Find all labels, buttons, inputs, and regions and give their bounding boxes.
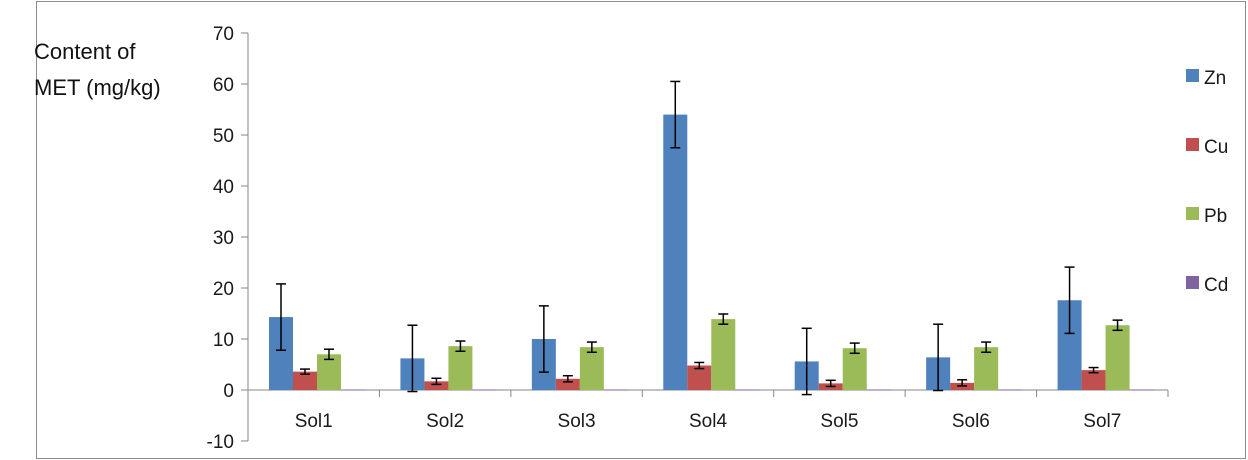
- bar-pb: [974, 347, 999, 390]
- y-tick-label: 10: [213, 330, 234, 351]
- legend-swatch-zn: [1186, 69, 1199, 82]
- bar-pb: [579, 347, 604, 390]
- legend-label-cu: Cu: [1204, 137, 1228, 158]
- bar-cd: [735, 389, 760, 391]
- bar-cd: [472, 389, 497, 391]
- bar-zn: [663, 114, 688, 390]
- y-tick-label: 50: [213, 126, 234, 147]
- bar-cu: [424, 381, 449, 390]
- bar-pb: [842, 348, 867, 390]
- bar-pb: [1105, 325, 1130, 390]
- bar-pb: [711, 319, 736, 390]
- bar-cd: [603, 389, 628, 391]
- bars-group: [269, 114, 1154, 391]
- bar-pb: [448, 346, 473, 390]
- bar-cd: [998, 389, 1023, 391]
- x-tick-label: Sol3: [558, 411, 596, 432]
- y-tick-label: -10: [207, 432, 234, 453]
- x-tick-label: Sol7: [1083, 411, 1121, 432]
- x-tick-label: Sol2: [426, 411, 464, 432]
- bar-cd: [341, 389, 365, 391]
- y-axis-label-line-2: MET (mg/kg): [34, 75, 161, 100]
- bar-pb: [317, 354, 341, 390]
- bar-cu: [687, 365, 712, 390]
- y-tick-label: 70: [213, 24, 234, 45]
- y-tick-label: 0: [223, 381, 234, 402]
- legend-label-cd: Cd: [1204, 275, 1228, 296]
- legend: Zn Cu Pb Cd: [1186, 68, 1228, 296]
- y-axis-label: Content of MET (mg/kg): [34, 34, 161, 106]
- x-tick-label: Sol5: [820, 411, 858, 432]
- y-axis-label-line-1: Content of: [34, 39, 136, 64]
- bar-cd: [1129, 389, 1154, 391]
- legend-label-pb: Pb: [1204, 206, 1227, 227]
- y-tick-label: 40: [213, 177, 234, 198]
- axes-group: -10 0 10 20 30 40 50 60 70 Sol1 Sol2 Sol3 Sol4 Sol5 So…: [207, 24, 1169, 453]
- x-tick-label: Sol6: [952, 411, 990, 432]
- bar-cu: [1081, 370, 1106, 390]
- legend-label-zn: Zn: [1204, 68, 1226, 89]
- y-tick-label: 20: [213, 279, 234, 300]
- y-tick-label: 60: [213, 75, 234, 96]
- legend-swatch-pb: [1186, 207, 1199, 220]
- y-tick-label: 30: [213, 228, 234, 249]
- bar-cu: [293, 371, 317, 390]
- legend-swatch-cd: [1186, 276, 1199, 289]
- chart-frame: [36, 1, 1246, 459]
- x-tick-label: Sol1: [295, 411, 333, 432]
- legend-swatch-cu: [1186, 138, 1199, 151]
- error-bars-group: [276, 80, 1123, 396]
- bar-cd: [866, 389, 891, 391]
- bar-cu: [555, 378, 580, 390]
- x-tick-label: Sol4: [689, 411, 727, 432]
